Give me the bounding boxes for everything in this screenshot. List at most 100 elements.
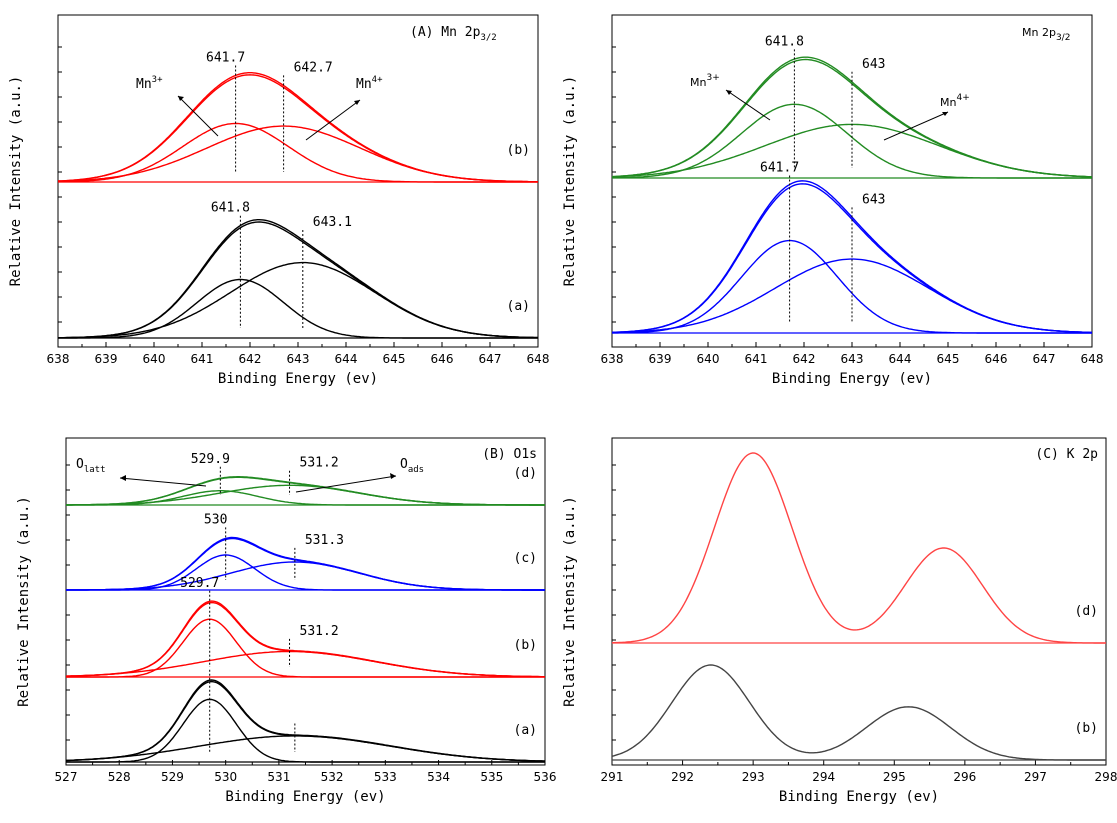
series-trace: 529.7 531.2 (b) <box>65 576 545 678</box>
peak-label: 641.8 <box>211 201 250 216</box>
chart-c: 291 292 293 294 295 296 297 298 Binding Energy (… <box>562 437 1117 805</box>
species-label-olatt: Olatt <box>76 457 106 475</box>
species-label-mn3: Mn3+ <box>136 75 163 92</box>
x-tick-label: 533 <box>374 770 397 784</box>
component-peak <box>57 261 538 339</box>
species-label-mn4: Mn4+ <box>356 75 383 92</box>
x-tick-label: 646 <box>431 352 454 366</box>
x-tick-label: 648 <box>527 352 550 366</box>
x-tick-label: 641 <box>191 352 214 366</box>
x-tick-label: 638 <box>601 352 624 366</box>
arrowhead <box>390 473 396 479</box>
x-tick-label: 531 <box>267 770 290 784</box>
arrow <box>725 89 771 121</box>
series-line <box>65 680 545 762</box>
panel-title: Mn 2p3/2 <box>1022 26 1070 43</box>
arrow <box>119 477 207 487</box>
x-axis-label: Binding Energy (ev) <box>779 789 939 805</box>
peak-label: 642.7 <box>294 60 333 75</box>
species-label-oads: Oads <box>400 457 424 475</box>
trace-label: (d) <box>514 466 537 481</box>
component-peak <box>66 618 545 678</box>
series-trace: (b) <box>611 664 1106 761</box>
trace-label: (c) <box>514 551 537 566</box>
x-tick-label: 645 <box>383 352 406 366</box>
series-line <box>58 74 539 183</box>
x-tick-label: 534 <box>427 770 450 784</box>
x-axis-label: Binding Energy (ev) <box>225 789 385 805</box>
component-peak <box>66 698 545 763</box>
envelope-fit <box>65 679 545 762</box>
x-tick-label: 292 <box>671 770 694 784</box>
peak-label: 643 <box>862 192 885 207</box>
species-label-mn4: Mn4+ <box>940 93 970 109</box>
trace-label: (a) <box>514 723 537 738</box>
envelope-fit <box>65 600 545 678</box>
x-tick-label: 639 <box>649 352 672 366</box>
x-tick-label: 640 <box>697 352 720 366</box>
x-tick-label: 645 <box>937 352 960 366</box>
panel-title: (C) K 2p <box>1035 447 1098 462</box>
x-tick-label: 529 <box>161 770 184 784</box>
x-tick-label: 648 <box>1081 352 1104 366</box>
x-tick-label: 532 <box>321 770 344 784</box>
peak-label: 529.9 <box>191 452 230 467</box>
x-tick-label: 535 <box>480 770 503 784</box>
component-peak <box>58 278 538 339</box>
peak-label: 531.3 <box>305 533 344 548</box>
trace-label: (b) <box>507 143 530 158</box>
series-line <box>65 601 545 678</box>
x-tick-label: 647 <box>479 352 502 366</box>
x-tick-label: 291 <box>601 770 624 784</box>
chart-a-left: 638 639 640 641 642 643 644 645 646 647 648 Binding… <box>8 14 550 387</box>
series-trace: 530 531.3 (c) <box>65 512 545 591</box>
component-peak <box>66 554 545 591</box>
plot-frame <box>65 437 546 766</box>
series-line <box>65 537 545 591</box>
arrow <box>295 475 397 493</box>
chart-a-right: 638 639 640 641 642 643 644 645 646 647 648 Binding… <box>562 14 1104 387</box>
arrowhead <box>942 112 948 116</box>
component-peak <box>612 239 1092 334</box>
x-axis-label: Binding Energy (ev) <box>772 371 932 387</box>
arrowhead <box>726 90 732 95</box>
series-trace: 641.7 643 <box>612 160 1092 334</box>
peak-label: 643.1 <box>313 215 352 230</box>
x-tick-label: 644 <box>889 352 912 366</box>
trace-label: (d) <box>1075 604 1098 619</box>
x-tick-label: 297 <box>1024 770 1047 784</box>
arrow <box>305 99 361 141</box>
trace-label: (b) <box>1075 721 1098 736</box>
series-line <box>66 476 545 506</box>
series-line <box>612 183 1092 334</box>
component-peak <box>65 561 545 591</box>
y-axis-label: Relative Intensity (a.u.) <box>8 76 24 287</box>
x-tick-label: 527 <box>55 770 78 784</box>
x-tick-label: 293 <box>742 770 765 784</box>
trace-label: (b) <box>514 638 537 653</box>
arrow <box>883 111 949 141</box>
series-line <box>57 221 538 339</box>
peak-label: 641.7 <box>760 160 799 175</box>
x-tick-label: 642 <box>239 352 262 366</box>
x-tick-label: 528 <box>108 770 131 784</box>
series-line <box>611 664 1106 761</box>
series-trace: 641.8 643.1 (a) <box>57 201 538 339</box>
x-tick-label: 296 <box>953 770 976 784</box>
series-trace: (a) <box>65 669 545 763</box>
x-tick-label: 295 <box>883 770 906 784</box>
x-tick-label: 642 <box>793 352 816 366</box>
series-trace: (d) <box>612 452 1106 644</box>
y-axis-label: Relative Intensity (a.u.) <box>562 496 578 707</box>
y-axis-label: Relative Intensity (a.u.) <box>562 76 578 287</box>
x-axis-label: Binding Energy (ev) <box>218 371 378 387</box>
x-tick-label: 646 <box>985 352 1008 366</box>
component-peak <box>65 650 545 678</box>
x-tick-label: 647 <box>1033 352 1056 366</box>
species-label-mn3: Mn3+ <box>690 73 720 89</box>
x-tick-label: 298 <box>1095 770 1117 784</box>
trace-label: (a) <box>507 299 530 314</box>
x-tick-label: 638 <box>47 352 70 366</box>
peak-label: 641.8 <box>765 34 804 49</box>
series-trace: 529.9 531.2 (d) <box>66 452 545 506</box>
